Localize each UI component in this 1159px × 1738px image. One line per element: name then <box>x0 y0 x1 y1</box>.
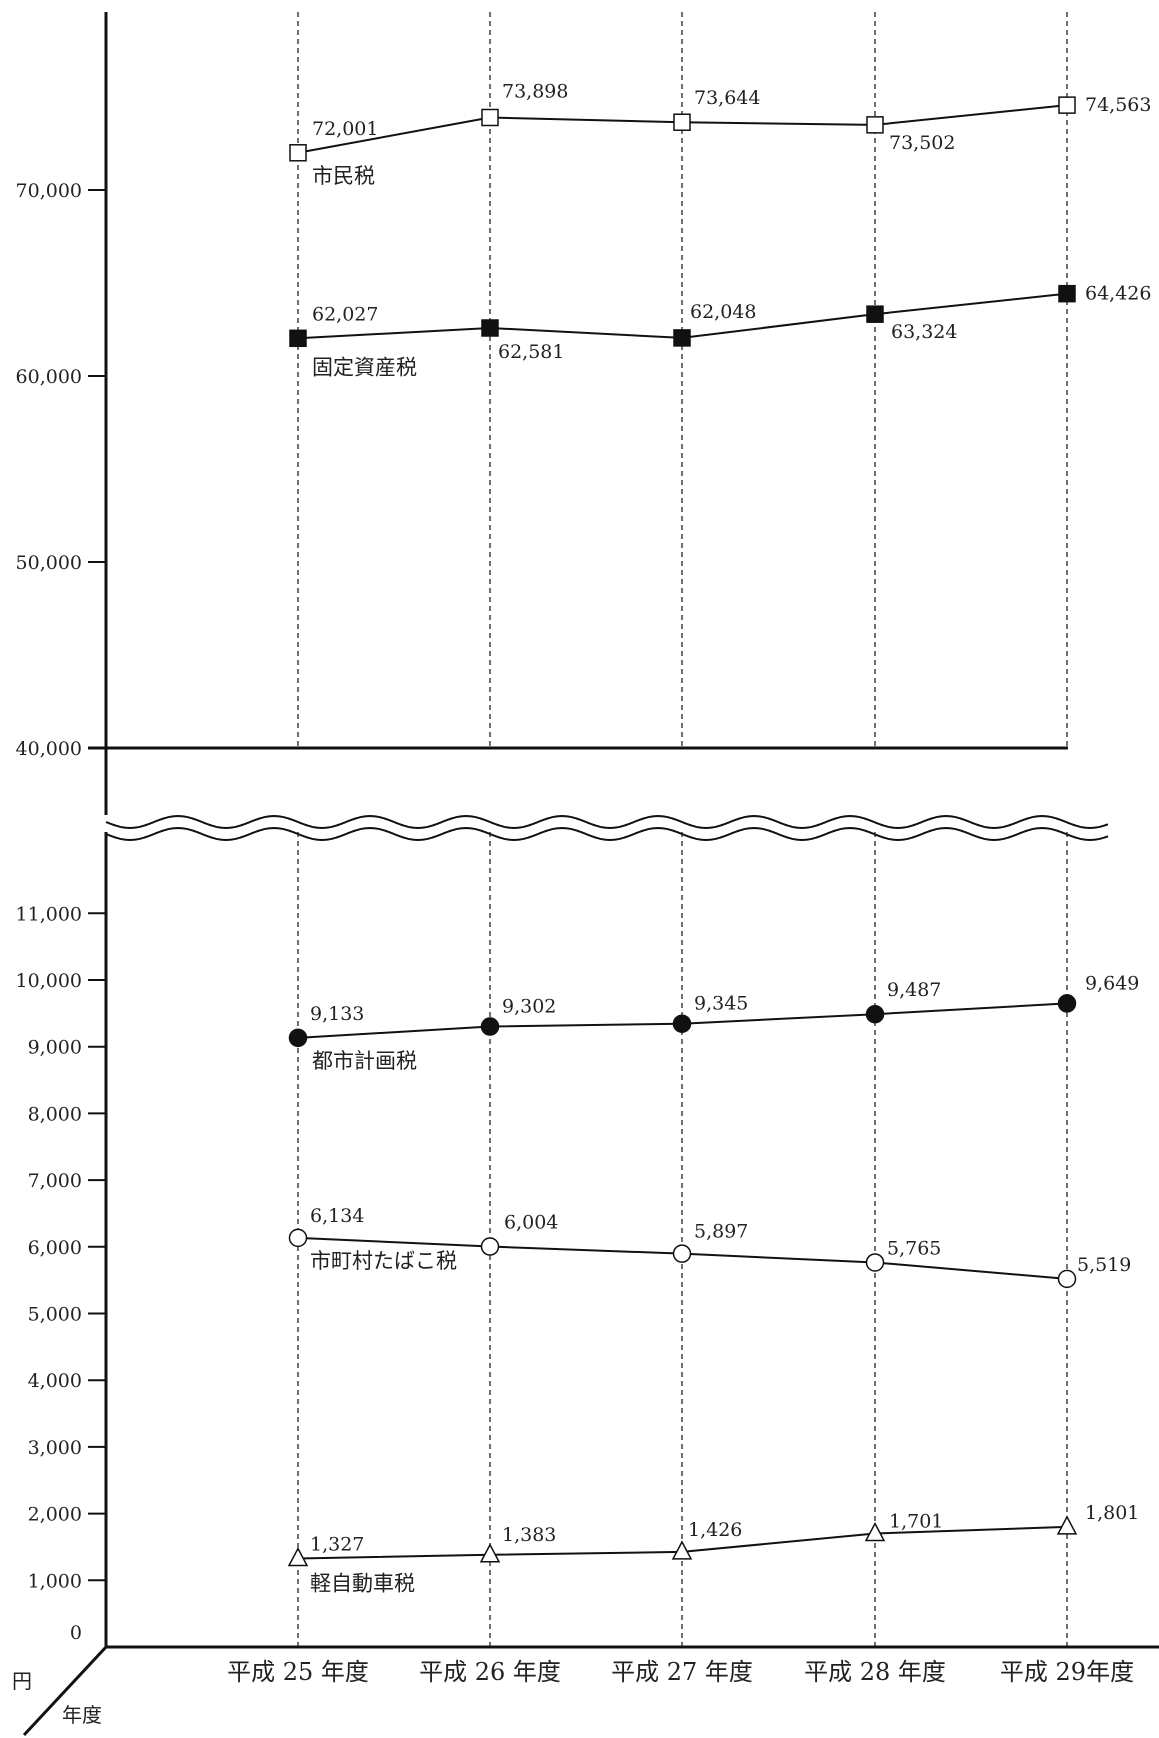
x-axis-label: 平成 27 年度 <box>611 1658 753 1686</box>
axes <box>22 12 1159 1737</box>
upper-y-tick-label: 50,000 <box>16 552 82 574</box>
data-point-circle-marker <box>672 1014 692 1033</box>
data-label: 62,027 <box>312 303 378 325</box>
data-point-circle-marker <box>1057 1269 1077 1289</box>
data-label: 1,801 <box>1085 1502 1139 1524</box>
data-point-square-marker <box>1058 284 1076 303</box>
series-name-label: 固定資産税 <box>312 355 417 379</box>
lower-y-tick-label: 3,000 <box>28 1437 82 1459</box>
y-unit-label: 円 <box>12 1669 32 1693</box>
data-label: 5,765 <box>887 1237 941 1259</box>
axis-break-wave <box>105 814 1109 842</box>
x-axis-label: 平成 28 年度 <box>804 1658 946 1686</box>
data-point-circle-marker <box>288 1028 308 1048</box>
data-label: 63,324 <box>891 321 957 343</box>
data-label: 6,134 <box>310 1205 364 1227</box>
data-point-square-marker <box>481 108 499 127</box>
data-point-circle-marker <box>480 1237 500 1256</box>
lower-y-tick-label: 11,000 <box>16 903 82 925</box>
y-axis-ticks: 40,000 50,000 60,000 70,000 0 1,000 2,000 3,000… <box>16 180 106 1644</box>
lower-y-tick-label: 10,000 <box>16 970 82 992</box>
data-point-square-marker <box>866 305 884 323</box>
data-label: 73,502 <box>889 132 955 154</box>
data-label: 72,001 <box>312 118 378 140</box>
data-point-square-marker <box>289 329 307 348</box>
data-label: 9,133 <box>310 1003 364 1025</box>
lower-y-tick-label: 6,000 <box>28 1237 82 1259</box>
corner-diagonal <box>22 1645 108 1737</box>
data-point-square-marker <box>1058 96 1076 114</box>
data-point-circle-marker <box>288 1228 308 1248</box>
upper-y-tick-label: 60,000 <box>16 366 82 388</box>
data-label: 73,644 <box>694 87 760 109</box>
series-name-label: 市民税 <box>312 164 375 188</box>
upper-y-tick-label: 40,000 <box>16 738 82 760</box>
series-name-label: 軽自動車税 <box>310 1571 415 1595</box>
data-point-circle-marker <box>865 1004 885 1024</box>
data-label: 5,519 <box>1077 1254 1131 1276</box>
data-point-triangle-marker <box>479 1543 501 1563</box>
data-point-square-marker <box>481 319 499 337</box>
data-label: 9,345 <box>694 993 748 1015</box>
series-name-label: 市町村たばこ税 <box>310 1249 457 1273</box>
lower-y-tick-label: 0 <box>70 1622 82 1644</box>
data-point-circle-marker <box>672 1244 692 1263</box>
lower-y-tick-label: 8,000 <box>28 1103 82 1125</box>
data-label: 64,426 <box>1085 283 1151 305</box>
lower-y-tick-label: 9,000 <box>28 1037 82 1059</box>
x-unit-label: 年度 <box>62 1703 102 1727</box>
data-label: 1,383 <box>502 1524 556 1546</box>
data-point-triangle-marker <box>671 1540 693 1560</box>
data-label: 62,048 <box>690 301 756 323</box>
data-label: 73,898 <box>502 80 568 102</box>
data-point-square-marker <box>866 116 884 134</box>
upper-series-open-square: 72,001 73,898 73,644 73,502 74,563 市民税 <box>289 80 1151 188</box>
data-point-triangle-marker <box>864 1521 886 1542</box>
lower-y-tick-label: 7,000 <box>28 1170 82 1192</box>
lower-series-filled-circle: 9,133 9,302 9,345 9,487 9,649 都市計画税 <box>288 972 1139 1073</box>
data-label: 74,563 <box>1085 94 1151 116</box>
x-axis-label: 平成 25 年度 <box>227 1658 369 1686</box>
x-axis-label: 平成 29年度 <box>1000 1658 1134 1686</box>
vertical-gridlines <box>297 12 1068 1647</box>
data-label: 9,649 <box>1085 972 1139 994</box>
data-point-square-marker <box>673 113 691 131</box>
lower-y-tick-label: 1,000 <box>28 1570 82 1592</box>
data-point-triangle-marker <box>287 1546 309 1567</box>
upper-y-tick-label: 70,000 <box>16 180 82 202</box>
data-point-square-marker <box>289 144 307 162</box>
data-point-circle-marker <box>1057 994 1077 1013</box>
lower-series-open-triangle: 1,327 1,383 1,426 1,701 1,801 軽自動車税 <box>287 1502 1139 1595</box>
x-axis-label: 平成 26 年度 <box>419 1658 561 1686</box>
data-label: 5,897 <box>694 1221 748 1243</box>
data-point-triangle-marker <box>1056 1515 1078 1535</box>
data-label: 9,302 <box>502 996 556 1018</box>
lower-y-tick-label: 2,000 <box>28 1504 82 1526</box>
data-label: 1,327 <box>310 1533 364 1555</box>
data-label: 1,701 <box>889 1511 943 1533</box>
series-name-label: 都市計画税 <box>312 1049 417 1073</box>
data-label: 62,581 <box>498 341 564 363</box>
data-point-circle-marker <box>865 1253 885 1272</box>
data-label: 9,487 <box>887 979 941 1001</box>
lower-series-open-circle: 6,134 6,004 5,897 5,765 5,519 市町村たばこ税 <box>288 1205 1131 1289</box>
lower-y-tick-label: 4,000 <box>28 1370 82 1392</box>
data-label: 1,426 <box>688 1519 742 1541</box>
data-label: 6,004 <box>504 1212 558 1234</box>
upper-series-filled-square: 62,027 62,581 62,048 63,324 64,426 固定資産税 <box>289 283 1151 379</box>
data-point-circle-marker <box>480 1017 500 1036</box>
lower-y-tick-label: 5,000 <box>28 1304 82 1326</box>
data-point-square-marker <box>673 329 691 347</box>
x-axis-labels: 平成 25 年度 平成 26 年度 平成 27 年度 平成 28 年度 平成 29年度 <box>227 1658 1134 1686</box>
